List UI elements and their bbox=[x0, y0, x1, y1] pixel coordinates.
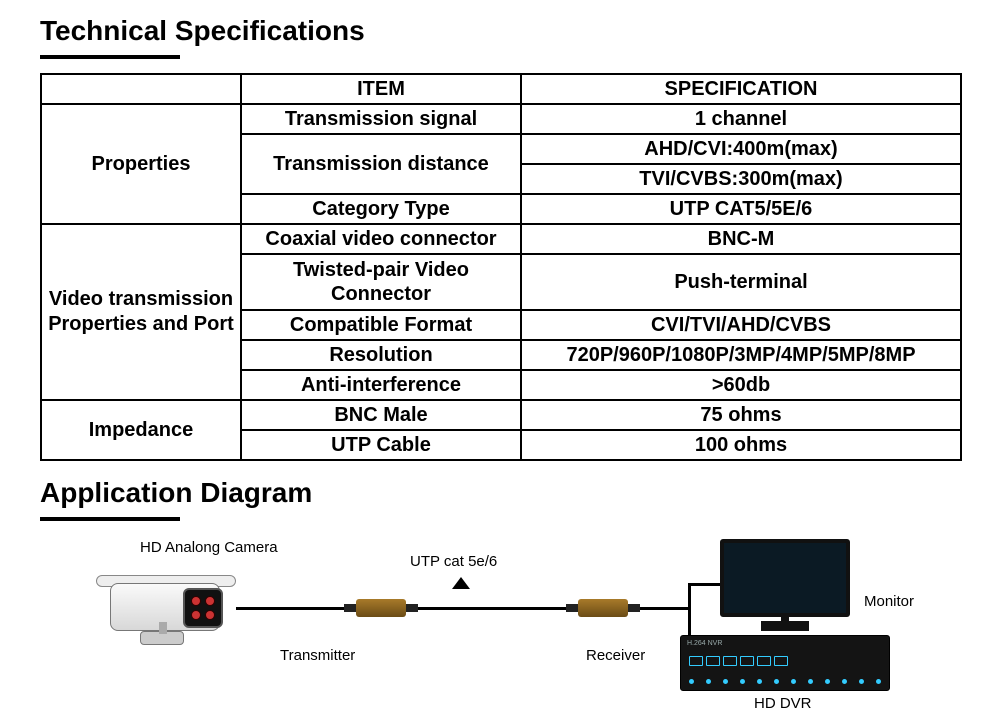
item-cell: Resolution bbox=[241, 340, 521, 370]
cable-rx-out bbox=[640, 607, 690, 610]
header-empty bbox=[41, 74, 241, 104]
camera-label: HD Analong Camera bbox=[140, 539, 278, 556]
cable-to-monitor bbox=[688, 583, 722, 586]
spec-cell: 720P/960P/1080P/3MP/4MP/5MP/8MP bbox=[521, 340, 961, 370]
camera-mount-icon bbox=[140, 631, 184, 645]
arrow-up-icon bbox=[452, 577, 470, 589]
spec-cell: TVI/CVBS:300m(max) bbox=[521, 164, 961, 194]
spec-cell: Push-terminal bbox=[521, 254, 961, 310]
category-cell: Impedance bbox=[41, 400, 241, 460]
spec-cell: >60db bbox=[521, 370, 961, 400]
camera-lens-icon bbox=[183, 588, 223, 628]
table-row: PropertiesTransmission signal1 channel bbox=[41, 104, 961, 134]
spec-cell: AHD/CVI:400m(max) bbox=[521, 134, 961, 164]
item-cell: Category Type bbox=[241, 194, 521, 224]
item-cell: Twisted-pair Video Connector bbox=[241, 254, 521, 310]
spec-cell: 100 ohms bbox=[521, 430, 961, 460]
receiver-label: Receiver bbox=[586, 647, 645, 664]
category-cell: Video transmission Properties and Port bbox=[41, 224, 241, 400]
transmitter-icon bbox=[356, 599, 406, 617]
monitor-label: Monitor bbox=[864, 593, 914, 610]
table-header-row: ITEMSPECIFICATION bbox=[41, 74, 961, 104]
spec-cell: UTP CAT5/5E/6 bbox=[521, 194, 961, 224]
header-item: ITEM bbox=[241, 74, 521, 104]
item-cell: Transmission signal bbox=[241, 104, 521, 134]
title-underline-spec bbox=[40, 55, 180, 59]
header-spec: SPECIFICATION bbox=[521, 74, 961, 104]
title-underline-diagram bbox=[40, 517, 180, 521]
utp-label: UTP cat 5e/6 bbox=[410, 553, 497, 570]
spec-cell: CVI/TVI/AHD/CVBS bbox=[521, 310, 961, 340]
section-title-diagram: Application Diagram bbox=[40, 477, 312, 509]
spec-cell: BNC-M bbox=[521, 224, 961, 254]
dvr-icon: H.264 NVR bbox=[680, 635, 890, 691]
application-diagram: HD Analong Camera UTP cat 5e/6 Transmitt… bbox=[40, 535, 960, 715]
spec-cell: 75 ohms bbox=[521, 400, 961, 430]
category-cell: Properties bbox=[41, 104, 241, 224]
item-cell: BNC Male bbox=[241, 400, 521, 430]
camera-ir-leds-icon bbox=[191, 596, 217, 622]
item-cell: UTP Cable bbox=[241, 430, 521, 460]
dvr-face-text: H.264 NVR bbox=[687, 640, 722, 647]
table-row: Video transmission Properties and PortCo… bbox=[41, 224, 961, 254]
spec-cell: 1 channel bbox=[521, 104, 961, 134]
item-cell: Coaxial video connector bbox=[241, 224, 521, 254]
spec-table: ITEMSPECIFICATIONPropertiesTransmission … bbox=[40, 73, 962, 461]
item-cell: Transmission distance bbox=[241, 134, 521, 194]
transmitter-label: Transmitter bbox=[280, 647, 355, 664]
dvr-label: HD DVR bbox=[754, 695, 812, 712]
section-title-spec: Technical Specifications bbox=[40, 15, 365, 47]
cable-camera-to-tx bbox=[236, 607, 356, 610]
monitor-icon bbox=[720, 539, 850, 629]
item-cell: Anti-interference bbox=[241, 370, 521, 400]
receiver-icon bbox=[578, 599, 628, 617]
cable-utp bbox=[418, 607, 578, 610]
item-cell: Compatible Format bbox=[241, 310, 521, 340]
table-row: ImpedanceBNC Male75 ohms bbox=[41, 400, 961, 430]
